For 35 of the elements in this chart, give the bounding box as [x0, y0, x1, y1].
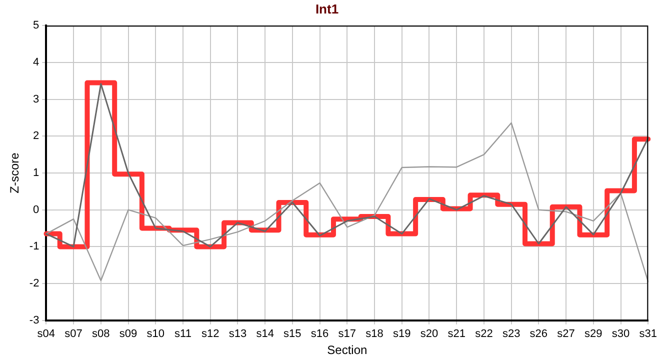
- y-tick-label: -1: [29, 240, 40, 253]
- x-tick-label: s22: [475, 328, 493, 340]
- chart-title: Int1: [315, 1, 339, 16]
- x-tick-label: s11: [174, 328, 192, 340]
- x-tick-label: s13: [228, 328, 247, 340]
- y-axis-title: Z-score: [8, 152, 22, 194]
- x-tick-label: s15: [284, 328, 302, 340]
- x-tick-label: s26: [530, 328, 548, 340]
- y-tick-label: 1: [33, 167, 40, 180]
- x-tick-label: s04: [37, 328, 56, 340]
- x-tick-label: s07: [64, 328, 82, 340]
- x-tick-label: s17: [338, 328, 356, 340]
- y-tick-label: 3: [33, 93, 40, 106]
- y-tick-label: 5: [33, 20, 40, 32]
- y-tick-label: -3: [29, 314, 40, 326]
- x-tick-label: s09: [119, 328, 138, 340]
- x-axis-title: Section: [327, 343, 368, 358]
- x-tick-label: s10: [146, 328, 164, 340]
- x-tick-label: s19: [393, 328, 411, 340]
- x-tick-label: s16: [310, 328, 329, 340]
- x-tick-label: s27: [557, 328, 575, 340]
- x-tick-label: s20: [420, 328, 438, 340]
- x-tick-label: s29: [584, 328, 602, 340]
- x-tick-label: s23: [502, 328, 520, 340]
- y-tick-label: 0: [33, 204, 40, 216]
- x-tick-label: s30: [612, 328, 630, 340]
- x-tick-label: s08: [92, 328, 110, 340]
- x-tick-label: s18: [366, 328, 384, 340]
- y-tick-label: 2: [33, 130, 40, 142]
- y-tick-label: -2: [29, 278, 40, 290]
- x-tick-label: s31: [639, 328, 658, 340]
- x-tick-label: s21: [448, 328, 466, 340]
- y-tick-label: 4: [33, 56, 40, 68]
- x-tick-label: s12: [201, 328, 220, 340]
- x-tick-label: s14: [256, 328, 274, 340]
